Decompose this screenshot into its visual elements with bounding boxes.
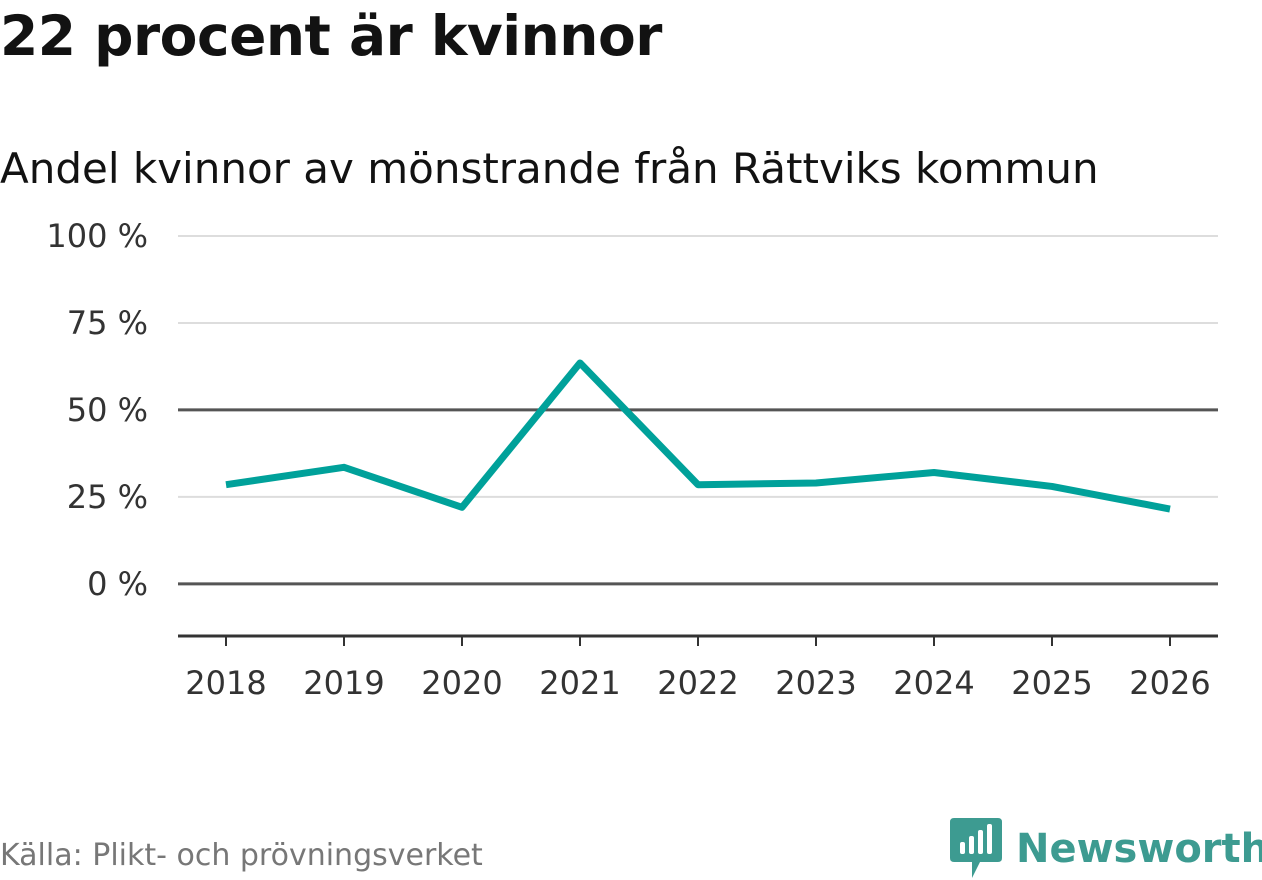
x-tick-label: 2023 (775, 664, 856, 702)
x-tick-label: 2021 (539, 664, 620, 702)
y-axis-tick-labels: 0 % 25 % 50 % 75 % 100 % (46, 217, 148, 603)
line-chart: 0 % 25 % 50 % 75 % 100 % 2018 2019 2020 2021 202… (0, 0, 1262, 800)
brand-logo: Newsworthy (950, 818, 1262, 880)
x-axis-tick-labels: 2018 2019 2020 2021 2022 2023 2024 2025 2026 (185, 664, 1210, 702)
series-line (226, 363, 1170, 509)
y-tick-label: 0 % (87, 565, 148, 603)
x-axis (178, 636, 1218, 646)
x-tick-label: 2026 (1129, 664, 1210, 702)
gridlines (178, 236, 1218, 584)
x-tick-label: 2020 (421, 664, 502, 702)
x-tick-label: 2025 (1011, 664, 1092, 702)
x-tick-label: 2019 (303, 664, 384, 702)
newsworthy-logo-icon (950, 818, 1002, 880)
series-lines (226, 363, 1170, 509)
brand-name: Newsworthy (1016, 826, 1262, 872)
y-tick-label: 25 % (67, 478, 148, 516)
x-tick-label: 2024 (893, 664, 974, 702)
y-tick-label: 100 % (46, 217, 148, 255)
y-tick-label: 50 % (67, 391, 148, 429)
x-tick-label: 2018 (185, 664, 266, 702)
y-tick-label: 75 % (67, 304, 148, 342)
x-tick-label: 2022 (657, 664, 738, 702)
source-note: Källa: Plikt- och prövningsverket (0, 838, 483, 873)
